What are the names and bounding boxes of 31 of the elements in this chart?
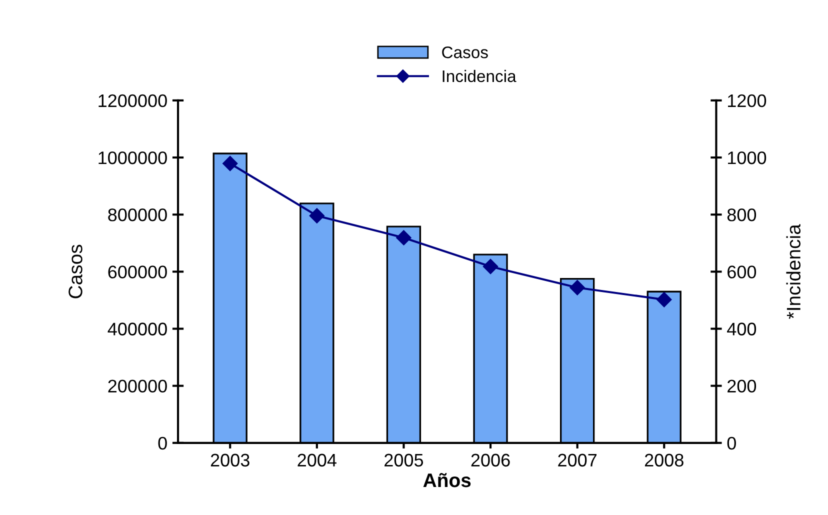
y2-tick-label: 0 [727,436,736,450]
y-tick-label: 200000 [108,380,167,393]
y-tick-label: 800000 [108,208,167,222]
y-tick-label: 600000 [108,266,167,278]
y2-tick-label: 600 [728,266,756,278]
y2-axis-title: *Incidencia [786,224,801,319]
y-tick-label: 1000000 [98,151,167,164]
y-axis-title: Casos [68,244,82,298]
x-tick-label: 2005 [384,454,424,467]
x-tick-label: 2006 [471,454,510,467]
x-tick-label: 2007 [558,454,597,467]
point [570,280,585,296]
y-tick-label: 0 [158,436,167,450]
x-tick-label: 2004 [298,454,336,467]
y2-tick-label: 800 [727,208,756,222]
y2-tick-label: 1000 [728,151,766,164]
x-tick-label: 2003 [210,454,250,467]
point [482,258,498,274]
legend-label: Casos [442,46,488,58]
y-tick-label: 400000 [108,322,167,336]
y-tick-label: 1200000 [98,94,167,108]
y2-tick-label: 1200 [728,94,766,108]
y2-tick-label: 200 [728,380,756,393]
y2-tick-label: 400 [727,322,756,336]
point [396,230,412,246]
point [309,208,324,224]
legend-label: Incidencia [442,70,516,82]
point [656,292,672,308]
x-tick-label: 2008 [644,454,684,467]
point [222,156,238,172]
x-axis-title: Años [423,473,471,488]
